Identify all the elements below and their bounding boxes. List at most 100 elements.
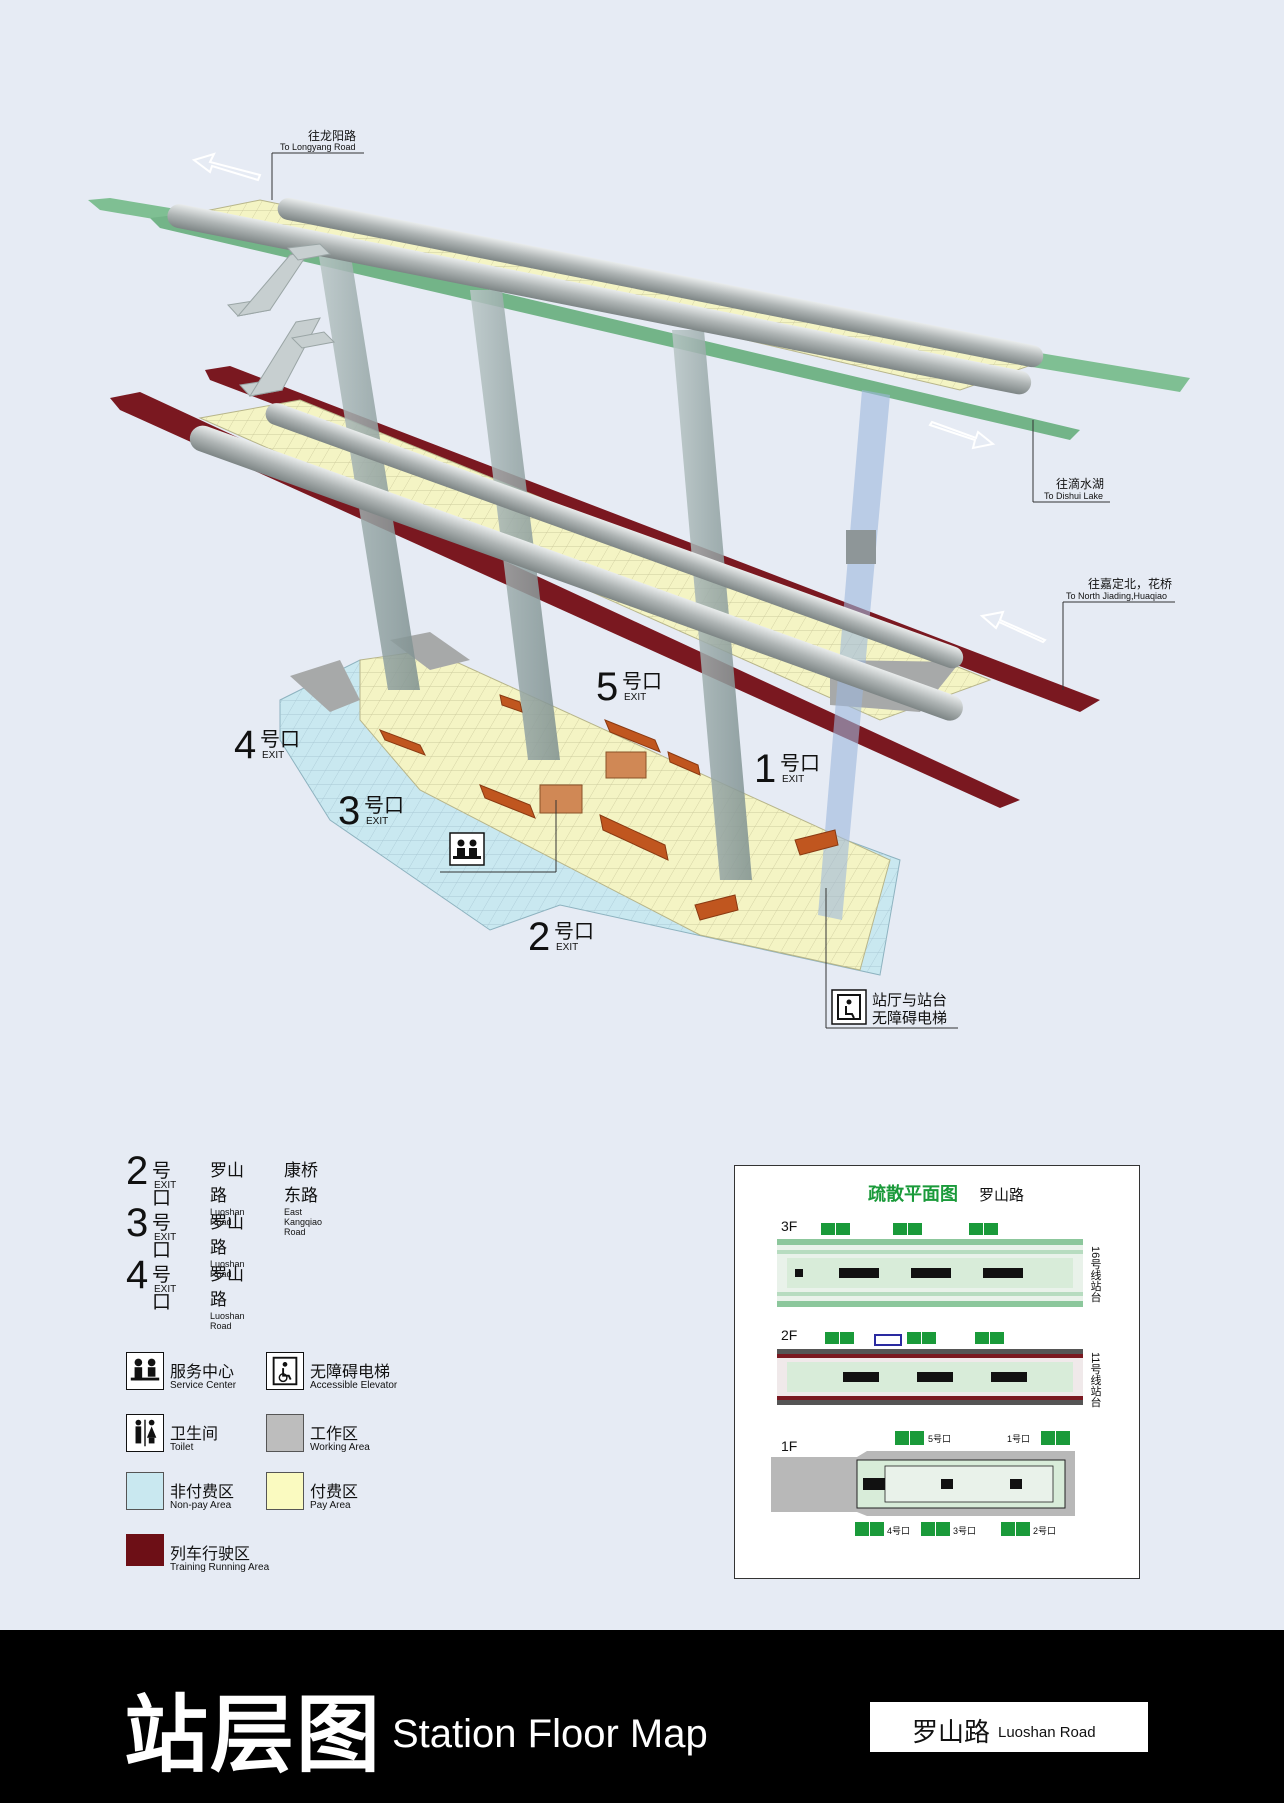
pillar-2: [470, 290, 560, 760]
station-3d-map: 往龙阳路 To Longyang Road 往滴水湖 To Dishui Lak…: [88, 128, 1190, 1029]
running-area-swatch: [126, 1534, 164, 1566]
floor-2f-label: 2F: [781, 1327, 797, 1343]
exit-legend-exit: EXIT: [154, 1180, 177, 1191]
svg-text:5: 5: [596, 665, 618, 709]
exit-legend-hao: 号口: [152, 1213, 172, 1261]
line16-label: 16号线站台: [1089, 1246, 1102, 1302]
exit-legend-hao: 号口: [152, 1161, 172, 1209]
fare-gates: [378, 694, 839, 921]
service-center-callout-icon: [449, 832, 485, 866]
legend-label: 列车行驶区: [170, 1546, 251, 1563]
arrow-to-jiading-icon: [979, 610, 1047, 644]
exit-legend-road: 罗山路 Luoshan Road: [210, 1161, 245, 1227]
exit-label-5: 5 号口 EXIT: [596, 665, 662, 709]
legend-label-en: Pay Area: [310, 1500, 351, 1511]
evacuation-plan-panel: 疏散平面图 罗山路 3F 16号线站台 2F: [734, 1165, 1140, 1579]
exit-label-4: 4 号口 EXIT: [234, 723, 300, 767]
evac-station: 罗山路: [979, 1187, 1024, 1204]
exit-legend-hao: 号口: [152, 1265, 172, 1313]
line16-track-lower: [150, 215, 1080, 440]
legend-label: 工作区: [310, 1426, 359, 1443]
page-title-cn: 站层图: [124, 1688, 383, 1782]
exit-legend-num: 3: [126, 1201, 149, 1245]
legend-label: 服务中心: [170, 1364, 235, 1381]
direction-jiading-en: To North Jiading,Huaqiao: [1066, 591, 1167, 601]
pay-swatch: [266, 1472, 304, 1510]
arrow-to-dishui-icon: [928, 420, 996, 450]
accessible-elevator-icon: [266, 1352, 304, 1390]
elevator-callout-icon: [831, 989, 867, 1025]
evacuation-plan: 疏散平面图 罗山路 3F 16号线站台 2F: [771, 1183, 1102, 1536]
evac-exit-1: 1号口: [1007, 1434, 1030, 1444]
exit-legend-exit: EXIT: [154, 1232, 177, 1243]
svg-text:号口: 号口: [554, 921, 594, 943]
svg-text:EXIT: EXIT: [366, 816, 388, 827]
elevator-callout-line2: 无障碍电梯: [872, 1009, 947, 1027]
evac-exit-4: 4号口: [887, 1526, 910, 1536]
tube-2f-north: [189, 425, 963, 721]
legend-label: 无障碍电梯: [310, 1364, 391, 1381]
toilet-icon: [126, 1414, 164, 1452]
svg-text:号口: 号口: [780, 753, 820, 775]
service-booth-2: [605, 751, 647, 779]
direction-longyang-en: To Longyang Road: [280, 142, 356, 152]
svg-text:3: 3: [338, 789, 360, 833]
svg-text:号口: 号口: [622, 671, 662, 693]
floor-1f-label: 1F: [781, 1438, 797, 1454]
svg-text:1: 1: [754, 747, 776, 791]
working-area-swatch: [266, 1414, 304, 1452]
direction-jiading-cn: 往嘉定北，花桥: [1088, 576, 1172, 591]
legend-label-en: Accessible Elevator: [310, 1380, 398, 1391]
direction-dishui-cn: 往滴水湖: [1056, 476, 1104, 491]
line11-label: 11号线站台: [1089, 1352, 1102, 1407]
evac-title: 疏散平面图: [868, 1183, 958, 1204]
floor-3f-label: 3F: [781, 1218, 797, 1234]
legend-label-en: Service Center: [170, 1380, 237, 1391]
exit-sign-1f: [855, 1431, 1070, 1536]
exit-label-3: 3 号口 EXIT: [338, 789, 404, 833]
svg-text:号口: 号口: [260, 729, 300, 751]
footer-bar: 站层图 Station Floor Map 罗山路 Luoshan Road: [0, 1630, 1284, 1803]
exit-legend-num: 2: [126, 1149, 149, 1193]
evac-exit-5: 5号口: [928, 1434, 951, 1444]
exit-label-2: 2 号口 EXIT: [528, 915, 594, 959]
svg-text:EXIT: EXIT: [262, 750, 284, 761]
svg-text:4: 4: [234, 723, 256, 767]
exit-label-1: 1 号口 EXIT: [754, 747, 820, 791]
station-name-en: Luoshan Road: [998, 1724, 1096, 1741]
svg-text:号口: 号口: [364, 795, 404, 817]
exit-sign-2f: [825, 1332, 1004, 1344]
service-center-icon: [126, 1352, 164, 1390]
direction-longyang-cn: 往龙阳路: [308, 128, 356, 143]
legend-label: 付费区: [310, 1484, 359, 1501]
pillar-1: [318, 250, 420, 690]
exit-legend-road: 罗山路 Luoshan Road: [210, 1213, 245, 1279]
exit-legend-road: 康桥东路 East Kangqiao Road: [284, 1161, 323, 1237]
svg-text:EXIT: EXIT: [624, 692, 646, 703]
exterior-staircase: [227, 243, 336, 397]
arrow-to-longyang-icon: [191, 152, 262, 182]
svg-text:EXIT: EXIT: [556, 942, 578, 953]
legend-label-en: Working Area: [310, 1442, 370, 1453]
non-pay-swatch: [126, 1472, 164, 1510]
station-name-cn: 罗山路: [912, 1717, 991, 1747]
tube-3f-north: [167, 204, 1032, 395]
tube-2f-south: [265, 403, 964, 669]
legend-label-en: Training Running Area: [170, 1562, 270, 1573]
evac-exit-2: 2号口: [1033, 1526, 1056, 1536]
legend-label: 卫生间: [170, 1426, 219, 1443]
evac-exit-3: 3号口: [953, 1526, 976, 1536]
exit-legend-exit: EXIT: [154, 1284, 177, 1295]
exit-legend-num: 4: [126, 1253, 149, 1297]
legend-label-en: Non-pay Area: [170, 1500, 232, 1511]
legend-label-en: Toilet: [170, 1442, 194, 1453]
page-title-en: Station Floor Map: [392, 1712, 708, 1756]
exit-legend-road: 罗山路 Luoshan Road: [210, 1265, 245, 1331]
exit-sign-3f: [821, 1223, 998, 1235]
tube-3f-south: [277, 197, 1044, 368]
elevator-callout-line1: 站厅与站台: [872, 992, 947, 1009]
direction-dishui-en: To Dishui Lake: [1044, 491, 1103, 501]
elevator-shaft: [818, 390, 890, 920]
legend-label: 非付费区: [170, 1484, 235, 1501]
station-name-box: 罗山路 Luoshan Road: [870, 1702, 1148, 1752]
